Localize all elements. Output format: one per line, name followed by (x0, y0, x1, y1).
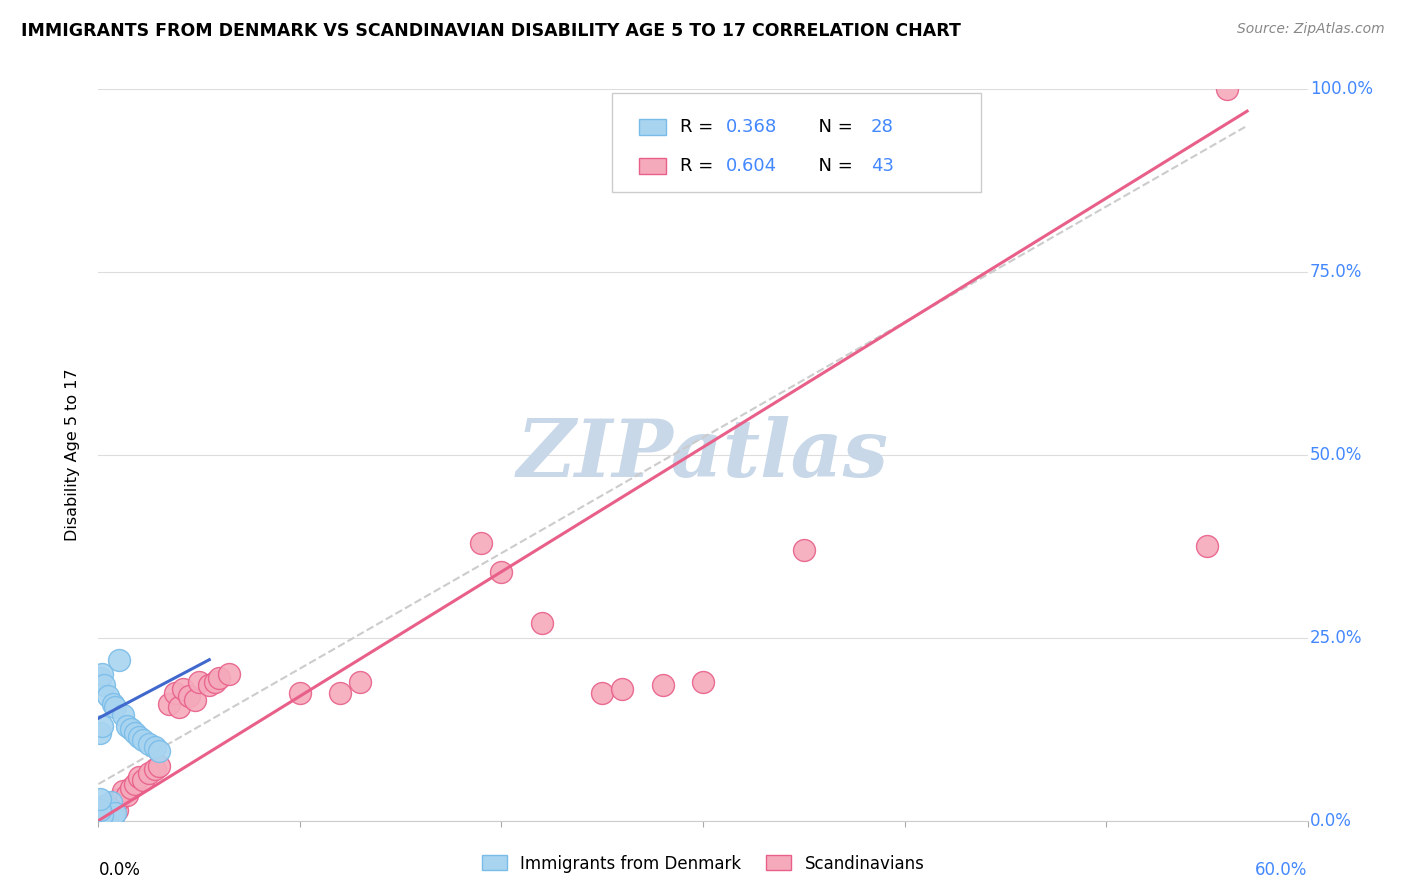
Point (91, 667, 114, 681)
Point (163, 686, 186, 700)
Point (101, 810, 124, 824)
Point (107, 791, 129, 805)
Point (148, 744, 170, 758)
Text: 28: 28 (872, 118, 894, 136)
Point (198, 678, 221, 692)
Point (143, 763, 166, 777)
Point (105, 803, 128, 817)
Point (93, 805, 115, 819)
Text: 0.0%: 0.0% (1310, 812, 1353, 830)
Point (530, 616, 553, 631)
Point (91, 718, 114, 732)
Point (172, 681, 194, 696)
Point (96, 806, 118, 821)
Point (184, 693, 207, 707)
Point (157, 697, 180, 711)
Text: 25.0%: 25.0% (1310, 629, 1362, 647)
Point (120, 723, 142, 737)
Point (89, 791, 111, 805)
Point (591, 686, 613, 700)
Text: 60.0%: 60.0% (1256, 861, 1308, 879)
Point (115, 718, 138, 732)
Text: ZIPatlas: ZIPatlas (517, 417, 889, 493)
Point (124, 726, 146, 740)
Text: N =: N = (807, 118, 859, 136)
Point (204, 674, 226, 689)
Point (101, 697, 124, 711)
Point (188, 674, 211, 689)
Text: 0.0%: 0.0% (98, 861, 141, 879)
Point (329, 686, 352, 700)
Point (349, 674, 371, 689)
Point (132, 773, 155, 788)
Point (651, 678, 673, 692)
Point (143, 740, 166, 755)
Point (91, 807, 114, 822)
Point (97, 809, 120, 823)
Point (91, 807, 114, 822)
Point (97, 803, 120, 817)
Point (89, 671, 111, 685)
Point (288, 686, 311, 700)
Text: 43: 43 (872, 157, 894, 175)
Point (138, 766, 160, 780)
Point (115, 788, 138, 802)
Text: 100.0%: 100.0% (1310, 80, 1374, 98)
Point (100, 800, 122, 814)
Point (89, 726, 111, 740)
Point (107, 653, 129, 667)
Point (1195, 539, 1218, 553)
Point (97, 690, 120, 704)
Point (93, 799, 115, 814)
Point (208, 671, 231, 685)
Point (470, 535, 492, 549)
Text: 0.604: 0.604 (725, 157, 778, 175)
Point (793, 543, 815, 558)
Point (103, 806, 125, 821)
Point (138, 737, 160, 751)
Text: R =: R = (681, 118, 718, 136)
Point (612, 681, 634, 696)
Point (89, 810, 111, 824)
Point (177, 690, 201, 704)
Text: 50.0%: 50.0% (1310, 446, 1362, 464)
Point (491, 565, 513, 579)
Text: IMMIGRANTS FROM DENMARK VS SCANDINAVIAN DISABILITY AGE 5 TO 17 CORRELATION CHART: IMMIGRANTS FROM DENMARK VS SCANDINAVIAN … (21, 22, 960, 40)
Text: R =: R = (681, 157, 718, 175)
Point (218, 667, 240, 681)
FancyBboxPatch shape (612, 93, 981, 192)
Point (111, 784, 134, 798)
Point (89, 810, 111, 824)
Legend: Immigrants from Denmark, Scandinavians: Immigrants from Denmark, Scandinavians (475, 848, 931, 880)
Point (148, 758, 170, 772)
Point (103, 796, 125, 810)
Text: Source: ZipAtlas.com: Source: ZipAtlas.com (1237, 22, 1385, 37)
Point (101, 799, 124, 814)
FancyBboxPatch shape (638, 119, 665, 135)
Point (89, 803, 111, 817)
Point (692, 674, 714, 689)
Point (124, 777, 146, 791)
Point (103, 700, 125, 714)
Point (111, 707, 134, 722)
Point (120, 780, 142, 795)
Text: N =: N = (807, 157, 859, 175)
Point (1216, 82, 1239, 96)
FancyBboxPatch shape (638, 158, 665, 174)
Point (132, 733, 155, 747)
Point (100, 796, 122, 810)
Y-axis label: Disability Age 5 to 17: Disability Age 5 to 17 (65, 368, 80, 541)
Point (93, 678, 115, 692)
Point (128, 770, 150, 784)
Text: 0.368: 0.368 (725, 118, 778, 136)
Point (96, 806, 118, 821)
Text: 75.0%: 75.0% (1310, 263, 1362, 281)
Point (167, 700, 190, 714)
Point (128, 730, 150, 744)
